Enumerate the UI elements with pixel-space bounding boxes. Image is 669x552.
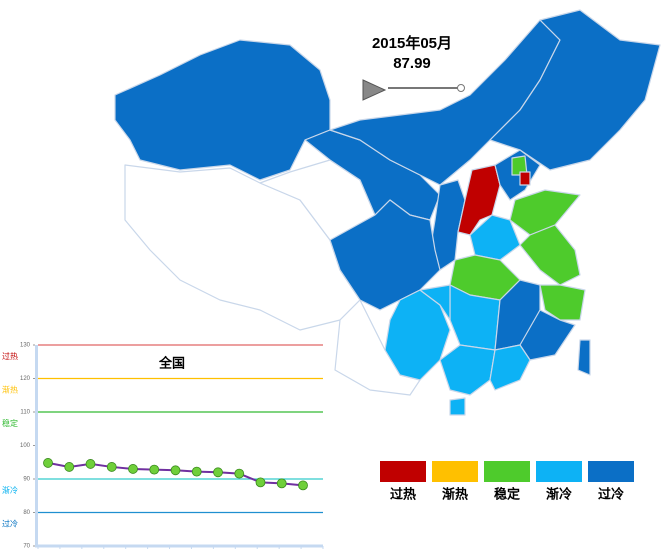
region xyxy=(577,339,591,376)
point xyxy=(106,462,117,472)
region xyxy=(539,284,586,321)
legend-swatch xyxy=(536,461,582,482)
y-tick-label: 130 xyxy=(20,343,31,349)
region xyxy=(439,344,496,396)
legend-label: 稳定 xyxy=(494,486,520,501)
legend-label: 过冷 xyxy=(598,486,624,501)
band-label: 渐热 xyxy=(2,385,18,395)
chart-title: 全国 xyxy=(158,355,185,370)
point xyxy=(213,467,223,478)
legend-swatch xyxy=(380,461,426,482)
point xyxy=(43,458,53,468)
region xyxy=(519,171,531,186)
point xyxy=(276,478,287,489)
period: 2015年05月 xyxy=(372,34,452,52)
region xyxy=(419,284,451,321)
y-tick-label: 100 xyxy=(20,443,31,449)
y-axis xyxy=(35,345,38,546)
point xyxy=(255,477,266,488)
point xyxy=(64,462,75,472)
point xyxy=(298,480,308,491)
region xyxy=(489,344,531,391)
map xyxy=(114,9,661,416)
y-tick-label: 110 xyxy=(20,410,30,416)
legend-swatch xyxy=(432,461,478,482)
slider-handle[interactable] xyxy=(457,84,465,92)
point xyxy=(191,466,202,477)
y-tick-label: 90 xyxy=(23,477,30,483)
legend-swatch xyxy=(588,461,634,482)
legend-label: 渐热 xyxy=(442,486,468,501)
point xyxy=(149,464,160,475)
y-tick-label: 80 xyxy=(23,510,30,516)
play-button[interactable] xyxy=(362,79,387,101)
point xyxy=(85,459,96,469)
legend-swatch xyxy=(484,461,530,482)
band-label: 稳定 xyxy=(2,418,18,428)
region xyxy=(509,189,581,236)
y-tick-label: 70 xyxy=(23,544,30,550)
band-label: 过热 xyxy=(2,351,18,361)
point xyxy=(128,464,138,474)
index-value: 87.99 xyxy=(393,55,431,72)
point xyxy=(234,468,245,479)
point xyxy=(170,465,181,476)
region xyxy=(449,397,466,416)
region xyxy=(329,199,441,311)
legend-label: 渐冷 xyxy=(546,486,572,501)
region xyxy=(519,224,581,286)
band-label: 过冷 xyxy=(2,519,18,529)
band-label: 渐冷 xyxy=(2,485,18,495)
legend-label: 过热 xyxy=(390,486,416,501)
y-tick-label: 120 xyxy=(20,376,31,382)
region xyxy=(114,39,331,181)
region xyxy=(489,9,661,171)
